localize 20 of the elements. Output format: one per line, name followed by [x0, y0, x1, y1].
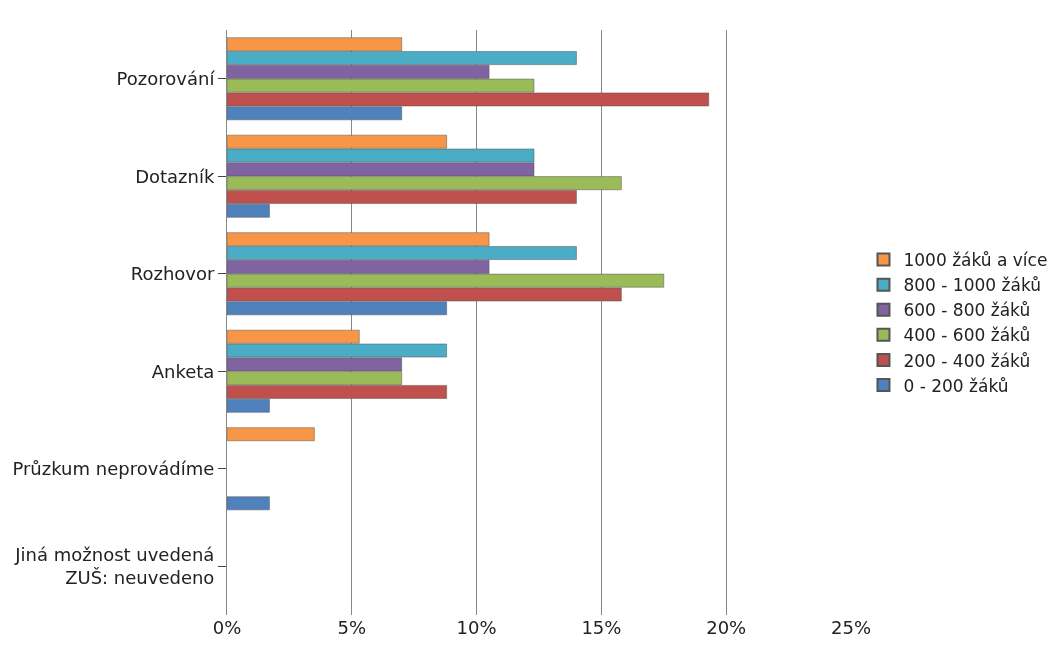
y-tick-label: Rozhovor [130, 263, 215, 285]
legend-label: 800 - 1000 žáků [903, 275, 1041, 296]
legend-label: 0 - 200 žáků [903, 375, 1009, 396]
y-tick-label: Dotazník [135, 165, 215, 187]
bar [227, 496, 270, 511]
x-tick-label: 15% [581, 617, 622, 638]
x-tick-label: 5% [337, 617, 367, 638]
x-tick-label: 10% [456, 617, 497, 638]
x-tick-label: 0% [212, 617, 242, 638]
y-tick-label: Průzkum neprovádíme [12, 458, 215, 480]
bar [227, 427, 315, 442]
legend-label: 600 - 800 žáků [903, 300, 1031, 321]
x-tick-label: 20% [706, 617, 747, 638]
legend-label: 200 - 400 žáků [903, 350, 1031, 371]
y-tick-label: Jiná možnost uvedená ZUŠ: neuvedeno [14, 543, 215, 589]
legend-label: 400 - 600 žáků [903, 325, 1031, 346]
y-tick-label: Anketa [151, 360, 215, 382]
legend-label: 1000 žáků a více [903, 250, 1048, 271]
x-tick-label: 25% [830, 617, 872, 638]
y-tick-label: Pozorování [116, 68, 216, 90]
